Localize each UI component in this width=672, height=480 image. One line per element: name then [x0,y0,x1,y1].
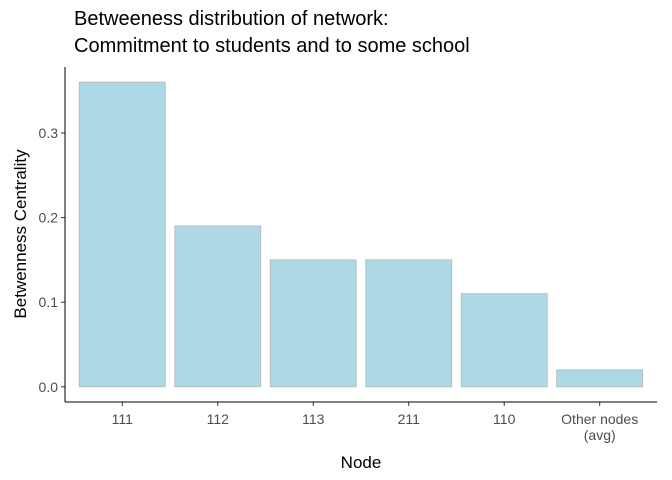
bar-113 [269,259,357,388]
x-axis-title: Node [341,453,382,472]
x-tick-label: 211 [398,411,421,427]
x-tick-label: 113 [302,411,325,427]
y-tick-label: 0.2 [39,210,59,226]
x-axis-ticks: 111 112 113 211 110 Other nodes (avg) [112,402,638,443]
x-tick-label: 110 [493,411,516,427]
x-tick-label: Other nodes (avg) [561,411,638,443]
y-tick-label: 0.0 [39,379,59,395]
x-tick-label: 111 [112,411,133,427]
y-tick-label: 0.1 [39,294,59,310]
bar-111 [78,81,166,388]
bar-211 [365,259,453,388]
chart-title-line-1: Betweeness distribution of network: [74,8,389,30]
y-axis-title: Betwenness Centrality [11,149,30,319]
chart-title-line-2: Commitment to students and to some schoo… [74,35,470,57]
bar-112 [174,225,262,388]
bar-other-nodes-avg [556,369,644,388]
bar-110 [460,293,548,388]
x-tick-label: 112 [207,411,230,427]
y-axis-ticks: 0.0 0.1 0.2 0.3 [39,125,65,395]
bars-group [78,81,644,388]
y-tick-label: 0.3 [39,125,59,141]
chart-title: Betweeness distribution of network: Comm… [74,6,470,60]
